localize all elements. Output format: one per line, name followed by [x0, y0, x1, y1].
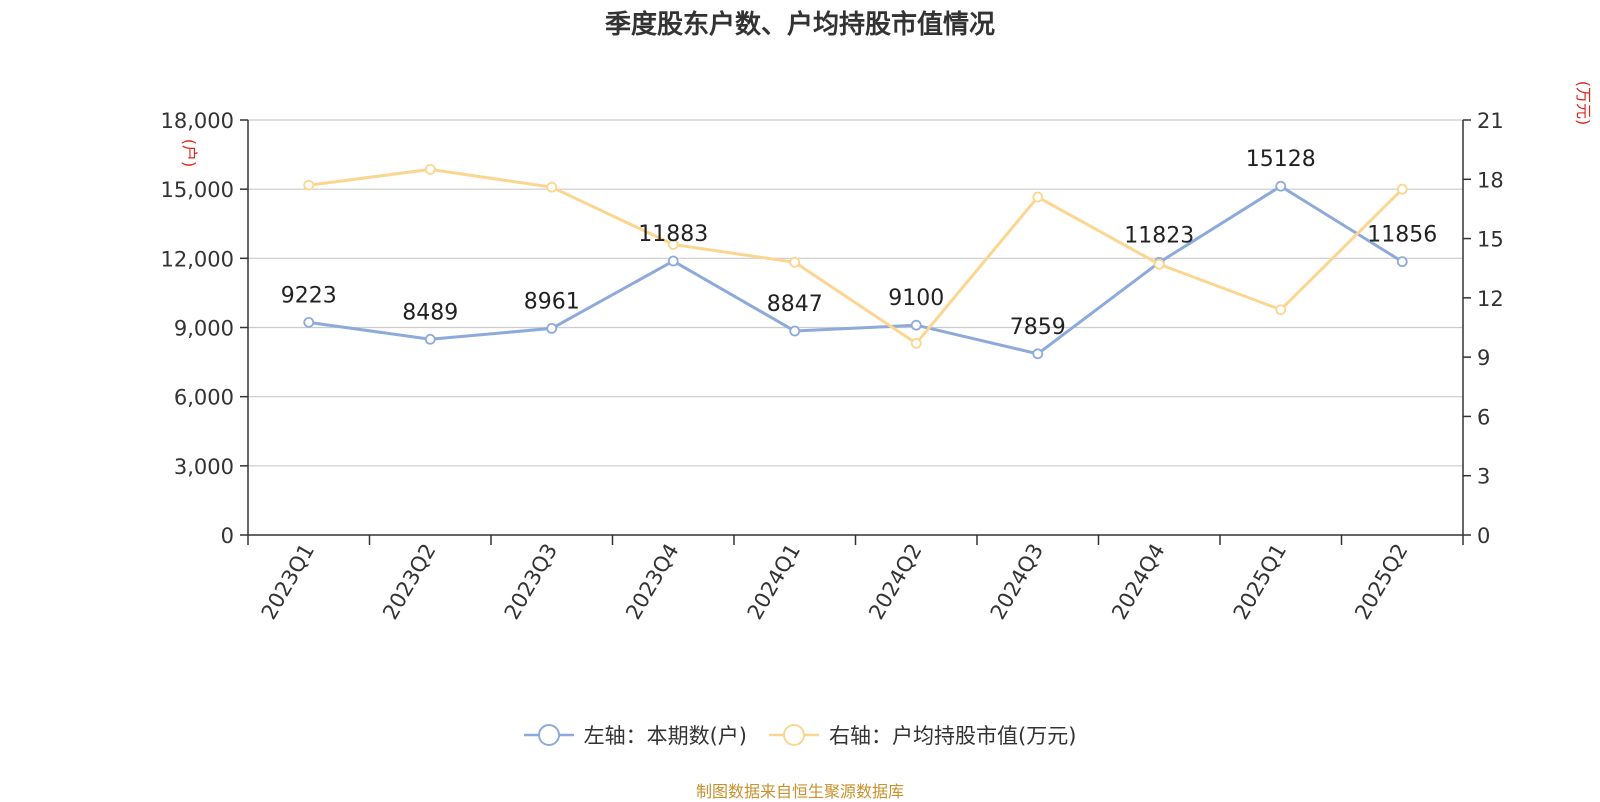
data-label: 9223 [281, 283, 337, 308]
point-avg-value [789, 256, 801, 268]
y-left-tick-label: 6,000 [174, 386, 234, 410]
series-line-shareholders [308, 184, 1404, 356]
y-left-tick-label: 15,000 [161, 178, 234, 202]
point-avg-value [1032, 191, 1044, 203]
data-label: 11856 [1367, 223, 1437, 248]
y-left-tick-label: 9,000 [174, 317, 234, 341]
data-label: 11823 [1124, 223, 1194, 248]
point-shareholders [303, 316, 315, 328]
point-avg-value [1396, 183, 1408, 195]
point-avg-value [910, 337, 922, 349]
point-avg-value [424, 164, 436, 175]
point-shareholders [789, 325, 801, 337]
y-right-tick-label: 18 [1477, 168, 1504, 192]
point-avg-value [303, 179, 315, 191]
data-label: 8961 [524, 289, 580, 314]
legend-label-avg-value: 右轴：户均持股市值(万元) [829, 724, 1077, 748]
data-label: 7859 [1010, 315, 1066, 340]
series-line-avg-value [308, 167, 1404, 345]
data-label: 8489 [402, 300, 458, 325]
series [303, 164, 1408, 360]
legend-marker-yellow-icon [769, 724, 819, 746]
y-left-tick-label: 18,000 [161, 109, 234, 133]
point-shareholders [1032, 348, 1044, 360]
axes: 0 3,000 6,000 9,000 12,000 15,000 18,000 0 3 6 9 12… [161, 81, 1593, 624]
y-right-tick-label: 21 [1477, 109, 1504, 133]
y-left-tick-label: 0 [221, 524, 234, 548]
x-tick-label: 2023Q1 [257, 540, 319, 624]
y-right-tick-label: 15 [1477, 228, 1504, 252]
data-label: 8847 [767, 292, 823, 317]
point-avg-value [546, 181, 558, 193]
point-shareholders [1396, 256, 1408, 268]
data-label: 15128 [1246, 147, 1316, 172]
legend-item-avg-value[interactable]: 右轴：户均持股市值(万元) [769, 720, 1076, 750]
data-source-note: 制图数据来自恒生聚源数据库 [695, 782, 904, 801]
x-tick-label: 2024Q4 [1107, 540, 1169, 624]
point-shareholders [1275, 180, 1287, 192]
chart-title: 季度股东户数、户均持股市值情况 [604, 10, 995, 40]
y-right-tick-label: 3 [1477, 465, 1490, 489]
y-left-unit-label: (户) [180, 139, 199, 168]
y-left-tick-label: 3,000 [174, 455, 234, 479]
point-avg-value [667, 239, 679, 250]
data-labels: 9223 8489 8961 11883 8847 9100 7859 11823 15128 1… [281, 147, 1438, 340]
point-shareholders [910, 319, 922, 331]
point-shareholders [424, 333, 436, 345]
data-label: 9100 [888, 286, 944, 311]
y-left-tick-label: 12,000 [161, 247, 234, 271]
point-shareholders [667, 255, 679, 267]
x-tick-label: 2025Q2 [1350, 540, 1412, 624]
point-avg-value [1275, 304, 1287, 316]
data-label: 11883 [638, 222, 708, 247]
legend-label-shareholders: 左轴：本期数(户) [583, 724, 747, 748]
y-right-tick-label: 12 [1477, 287, 1504, 311]
x-tick-label: 2024Q3 [986, 540, 1048, 624]
y-right-unit-label: (万元) [1574, 81, 1593, 126]
point-shareholders [546, 322, 558, 334]
y-right-tick-label: 6 [1477, 405, 1490, 429]
x-tick-label: 2024Q2 [864, 540, 926, 624]
y-right-tick-label: 0 [1477, 524, 1490, 548]
x-tick-label: 2023Q2 [378, 540, 440, 624]
legend: 左轴：本期数(户) 右轴：户均持股市值(万元) [0, 720, 1600, 750]
legend-marker-blue-icon [523, 724, 574, 746]
legend-item-shareholders[interactable]: 左轴：本期数(户) [523, 720, 747, 750]
x-tick-label: 2025Q1 [1229, 540, 1291, 624]
x-tick-label: 2024Q1 [743, 540, 805, 624]
point-avg-value [1153, 258, 1165, 270]
x-tick-label: 2023Q4 [621, 540, 683, 624]
y-right-tick-label: 9 [1477, 346, 1490, 370]
x-tick-label: 2023Q3 [500, 540, 562, 624]
